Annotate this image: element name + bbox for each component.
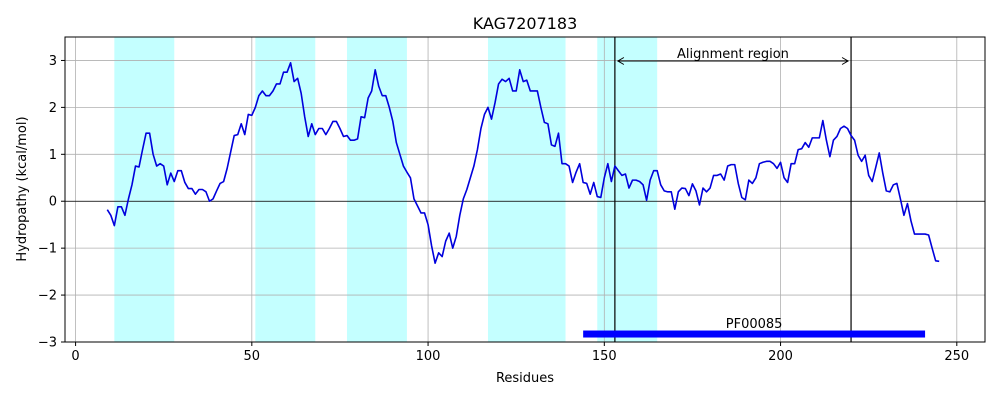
alignment-arrow-right-head [841, 57, 850, 65]
x-tick-label: 50 [244, 349, 261, 364]
alignment-region-label: Alignment region [677, 47, 789, 62]
transmembrane-band [255, 37, 316, 342]
y-tick-label: −1 [38, 242, 57, 257]
x-tick-label: 100 [416, 349, 441, 364]
y-tick-label: −2 [38, 289, 57, 304]
y-tick-label: 1 [49, 148, 57, 163]
x-axis-ticks: 0 50 100 150 200 250 [71, 342, 969, 364]
y-tick-label: 3 [49, 54, 57, 69]
transmembrane-band [114, 37, 175, 342]
y-tick-label: 2 [49, 101, 57, 116]
x-axis-label: Residues [496, 371, 554, 386]
plot-border [64, 36, 986, 343]
domain-label: PF00085 [726, 317, 783, 332]
x-tick-label: 150 [592, 349, 617, 364]
domain-bar-rect [583, 330, 926, 338]
x-tick-label: 0 [71, 349, 79, 364]
plot-frame [64, 36, 986, 343]
transmembrane-band [487, 37, 566, 342]
hydropathy-line [106, 62, 940, 264]
alignment-region: Alignment region [614, 37, 852, 342]
hydropathy-series [106, 62, 940, 264]
x-tick-label: 250 [944, 349, 969, 364]
y-tick-label: 0 [49, 195, 57, 210]
transmembrane-band [346, 37, 407, 342]
y-tick-label: −3 [38, 336, 57, 351]
y-axis-ticks: −3 −2 −1 0 1 2 3 [38, 54, 65, 351]
transmembrane-band [597, 37, 658, 342]
x-tick-label: 200 [768, 349, 793, 364]
domain-bar: PF00085 [583, 317, 926, 338]
transmembrane-bands [114, 37, 658, 342]
alignment-arrow-left-head [616, 57, 625, 65]
y-axis-label: Hydropathy (kcal/mol) [15, 116, 30, 261]
chart-title: KAG7207183 [473, 14, 578, 33]
